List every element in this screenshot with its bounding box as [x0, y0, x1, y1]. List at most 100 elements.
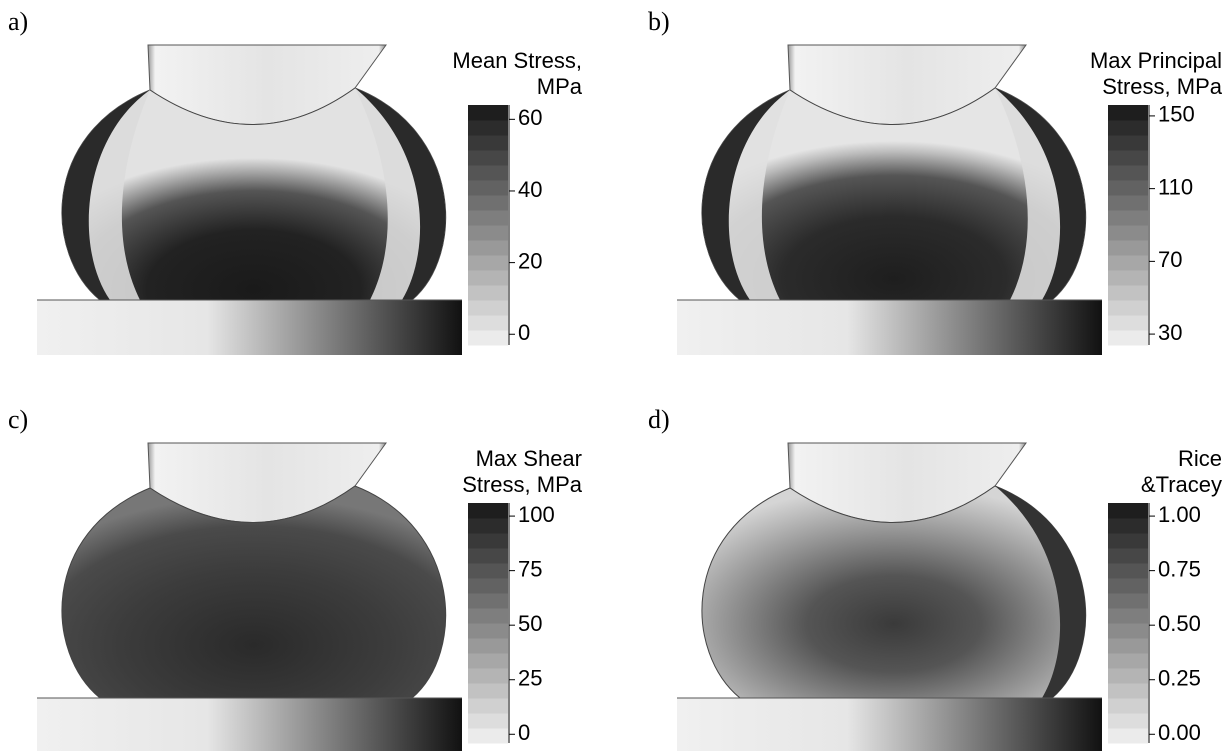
figure: a) 0 20 40 60 Mean Stress,MPa b) 30 70 110 150 Max … [0, 0, 1228, 751]
colorbar-band [1108, 135, 1148, 151]
colorbar-tick-label: 50 [518, 611, 542, 636]
colorbar-tick-label: 1.00 [1158, 502, 1201, 527]
panel-label: c) [8, 405, 28, 434]
colorbar-band [1108, 315, 1148, 331]
colorbar-band [468, 135, 508, 151]
colorbar-band [468, 713, 508, 729]
colorbar-band [1108, 593, 1148, 609]
colorbar-title: Max Shear [476, 446, 582, 471]
colorbar-band [1108, 105, 1148, 121]
colorbar-tick-label: 150 [1158, 102, 1195, 127]
colorbar-band [468, 300, 508, 316]
colorbar-band [1108, 300, 1148, 316]
colorbar-band [1108, 195, 1148, 211]
panel-label: d) [648, 405, 670, 434]
substrate [677, 300, 1102, 355]
colorbar-band [468, 315, 508, 331]
colorbar-band [468, 638, 508, 654]
colorbar-band [1108, 150, 1148, 166]
colorbar-band [468, 285, 508, 301]
colorbar-band [1108, 608, 1148, 624]
colorbar-tick-label: 25 [518, 666, 542, 691]
colorbar-tick-label: 40 [518, 177, 542, 202]
colorbar-title: Stress, MPa [462, 472, 583, 497]
colorbar-band [1108, 668, 1148, 684]
colorbar-band [468, 653, 508, 669]
colorbar-tick-label: 70 [1158, 247, 1182, 272]
substrate [37, 698, 462, 751]
colorbar-band [1108, 120, 1148, 136]
colorbar-band [468, 683, 508, 699]
colorbar-band [468, 668, 508, 684]
colorbar-band [468, 150, 508, 166]
colorbar-band [468, 120, 508, 136]
colorbar-band [1108, 210, 1148, 226]
colorbar-band [1108, 285, 1148, 301]
colorbar-band [468, 608, 508, 624]
colorbar-band [1108, 728, 1148, 744]
colorbar-band [468, 195, 508, 211]
panel: a) 0 20 40 60 Mean Stress,MPa [8, 7, 583, 355]
colorbar-tick-label: 0.75 [1158, 556, 1201, 581]
colorbar-band [1108, 518, 1148, 534]
colorbar-tick-label: 0 [518, 320, 530, 345]
colorbar-title: MPa [537, 74, 583, 99]
colorbar-title: Max Principal [1090, 48, 1222, 73]
colorbar-title: Stress, MPa [1102, 74, 1223, 99]
colorbar-band [1108, 533, 1148, 549]
colorbar-band [468, 270, 508, 286]
colorbar-band [468, 225, 508, 241]
colorbar-band [1108, 698, 1148, 714]
colorbar-band [1108, 225, 1148, 241]
colorbar-band [1108, 653, 1148, 669]
colorbar-band [468, 548, 508, 564]
colorbar-band [468, 728, 508, 744]
colorbar-tick-label: 0 [518, 720, 530, 745]
colorbar-band [1108, 713, 1148, 729]
colorbar-band [1108, 548, 1148, 564]
colorbar-tick-label: 75 [518, 556, 542, 581]
colorbar-band [1108, 330, 1148, 346]
colorbar-band [1108, 563, 1148, 579]
colorbar-band [468, 698, 508, 714]
colorbar-band [1108, 503, 1148, 519]
colorbar-band [1108, 623, 1148, 639]
colorbar-band [468, 105, 508, 121]
colorbar-tick-label: 100 [518, 502, 555, 527]
colorbar-band [1108, 255, 1148, 271]
colorbar-band [468, 623, 508, 639]
colorbar-title: Mean Stress, [452, 48, 582, 73]
colorbar-band [468, 210, 508, 226]
colorbar-band [468, 255, 508, 271]
substrate [37, 300, 462, 355]
colorbar-band [1108, 180, 1148, 196]
colorbar-band [1108, 270, 1148, 286]
colorbar-band [1108, 578, 1148, 594]
colorbar-band [468, 165, 508, 181]
colorbar-title: Rice [1178, 446, 1222, 471]
colorbar-band [1108, 240, 1148, 256]
panel-label: a) [8, 7, 28, 36]
colorbar-tick-label: 20 [518, 248, 542, 273]
colorbar-band [1108, 683, 1148, 699]
colorbar-band [468, 518, 508, 534]
colorbar-tick-label: 60 [518, 105, 542, 130]
colorbar-band [468, 578, 508, 594]
colorbar-band [468, 330, 508, 346]
colorbar-tick-label: 110 [1158, 174, 1193, 199]
colorbar-band [1108, 165, 1148, 181]
colorbar-tick-label: 0.50 [1158, 611, 1201, 636]
colorbar-band [1108, 638, 1148, 654]
panel-label: b) [648, 7, 670, 36]
colorbar-tick-label: 0.25 [1158, 666, 1201, 691]
colorbar-title: &Tracey [1141, 472, 1222, 497]
colorbar-band [468, 503, 508, 519]
substrate [677, 698, 1102, 751]
colorbar-tick-label: 30 [1158, 320, 1182, 345]
colorbar-band [468, 593, 508, 609]
colorbar-band [468, 240, 508, 256]
colorbar-band [468, 563, 508, 579]
